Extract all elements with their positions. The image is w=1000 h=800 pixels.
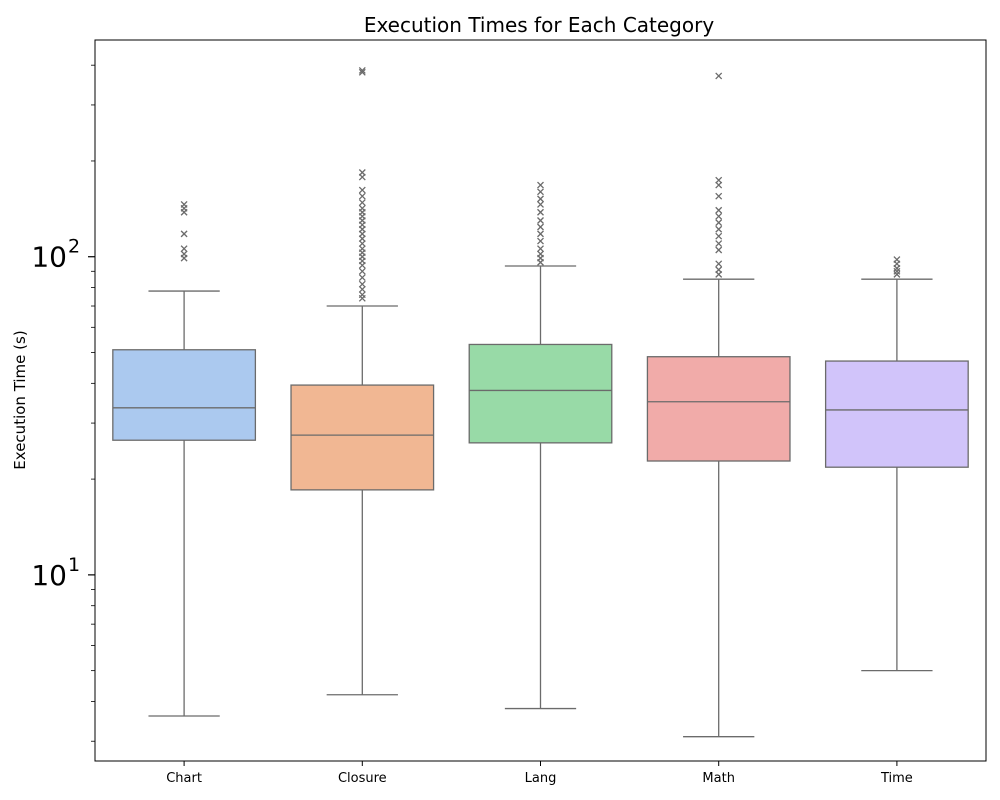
outlier-point: [893, 267, 901, 275]
outlier-point: [180, 200, 188, 208]
box-group-chart: [112, 200, 257, 717]
box-iqr: [824, 360, 969, 468]
chart-title: Execution Times for Each Category: [364, 13, 715, 37]
outlier-point: [537, 245, 544, 253]
outlier-point: [893, 256, 901, 263]
x-tick-label: Time: [880, 771, 913, 786]
outlier-point: [358, 68, 366, 76]
outlier-point: [537, 181, 544, 189]
outlier-point: [537, 217, 544, 224]
outlier-point: [715, 260, 723, 268]
y-axis-label: Execution Time (s): [11, 330, 29, 469]
box-iqr: [290, 384, 435, 491]
outlier-point: [537, 230, 544, 238]
outlier-point: [537, 200, 544, 208]
box-iqr: [112, 349, 257, 441]
y-tick-base: 10: [31, 241, 67, 274]
box-group-closure: [290, 67, 435, 696]
outlier-point: [715, 240, 723, 248]
box-iqr: [646, 356, 791, 462]
box-group-lang: [468, 181, 613, 710]
box-iqr: [468, 343, 613, 444]
y-tick-exponent: 1: [68, 554, 80, 576]
outlier-point: [537, 208, 544, 216]
plot-area: [112, 67, 969, 738]
outlier-point: [715, 176, 723, 184]
x-tick-label: Closure: [338, 771, 387, 786]
outlier-point: [180, 250, 188, 258]
outlier-point: [358, 285, 366, 293]
outlier-point: [358, 186, 366, 194]
outlier-point: [180, 230, 188, 238]
outlier-point: [180, 245, 188, 253]
x-tick-label: Lang: [525, 771, 557, 786]
outlier-point: [893, 270, 901, 278]
outlier-point: [715, 219, 723, 227]
outlier-point: [537, 250, 544, 258]
outlier-point: [358, 204, 366, 212]
outlier-point: [715, 206, 723, 214]
outlier-point: [537, 237, 544, 245]
outlier-point: [715, 212, 723, 220]
y-tick-label: 10 1: [31, 554, 80, 592]
outlier-point: [537, 223, 544, 231]
outlier-point: [358, 67, 366, 74]
x-tick-label: Chart: [166, 771, 202, 786]
outlier-point: [358, 192, 366, 200]
outlier-point: [715, 192, 723, 200]
outlier-point: [358, 199, 366, 207]
outlier-point: [715, 266, 723, 274]
x-tick-label: Math: [702, 771, 735, 786]
box-group-time: [824, 256, 969, 672]
outlier-point: [715, 72, 723, 80]
outlier-point: [358, 245, 366, 253]
box-group-math: [646, 72, 791, 738]
outlier-point: [537, 195, 544, 203]
outlier-point: [358, 169, 366, 176]
outlier-point: [358, 274, 366, 282]
outlier-point: [358, 280, 366, 288]
y-tick-exponent: 2: [68, 236, 80, 258]
outlier-point: [358, 291, 366, 299]
outlier-point: [715, 232, 723, 240]
outlier-point: [358, 267, 366, 275]
outlier-point: [358, 240, 366, 248]
outlier-point: [715, 246, 723, 254]
y-tick-base: 10: [31, 559, 67, 592]
outlier-point: [715, 225, 723, 233]
y-tick-label: 10 2: [31, 236, 80, 274]
outlier-point: [537, 188, 544, 196]
